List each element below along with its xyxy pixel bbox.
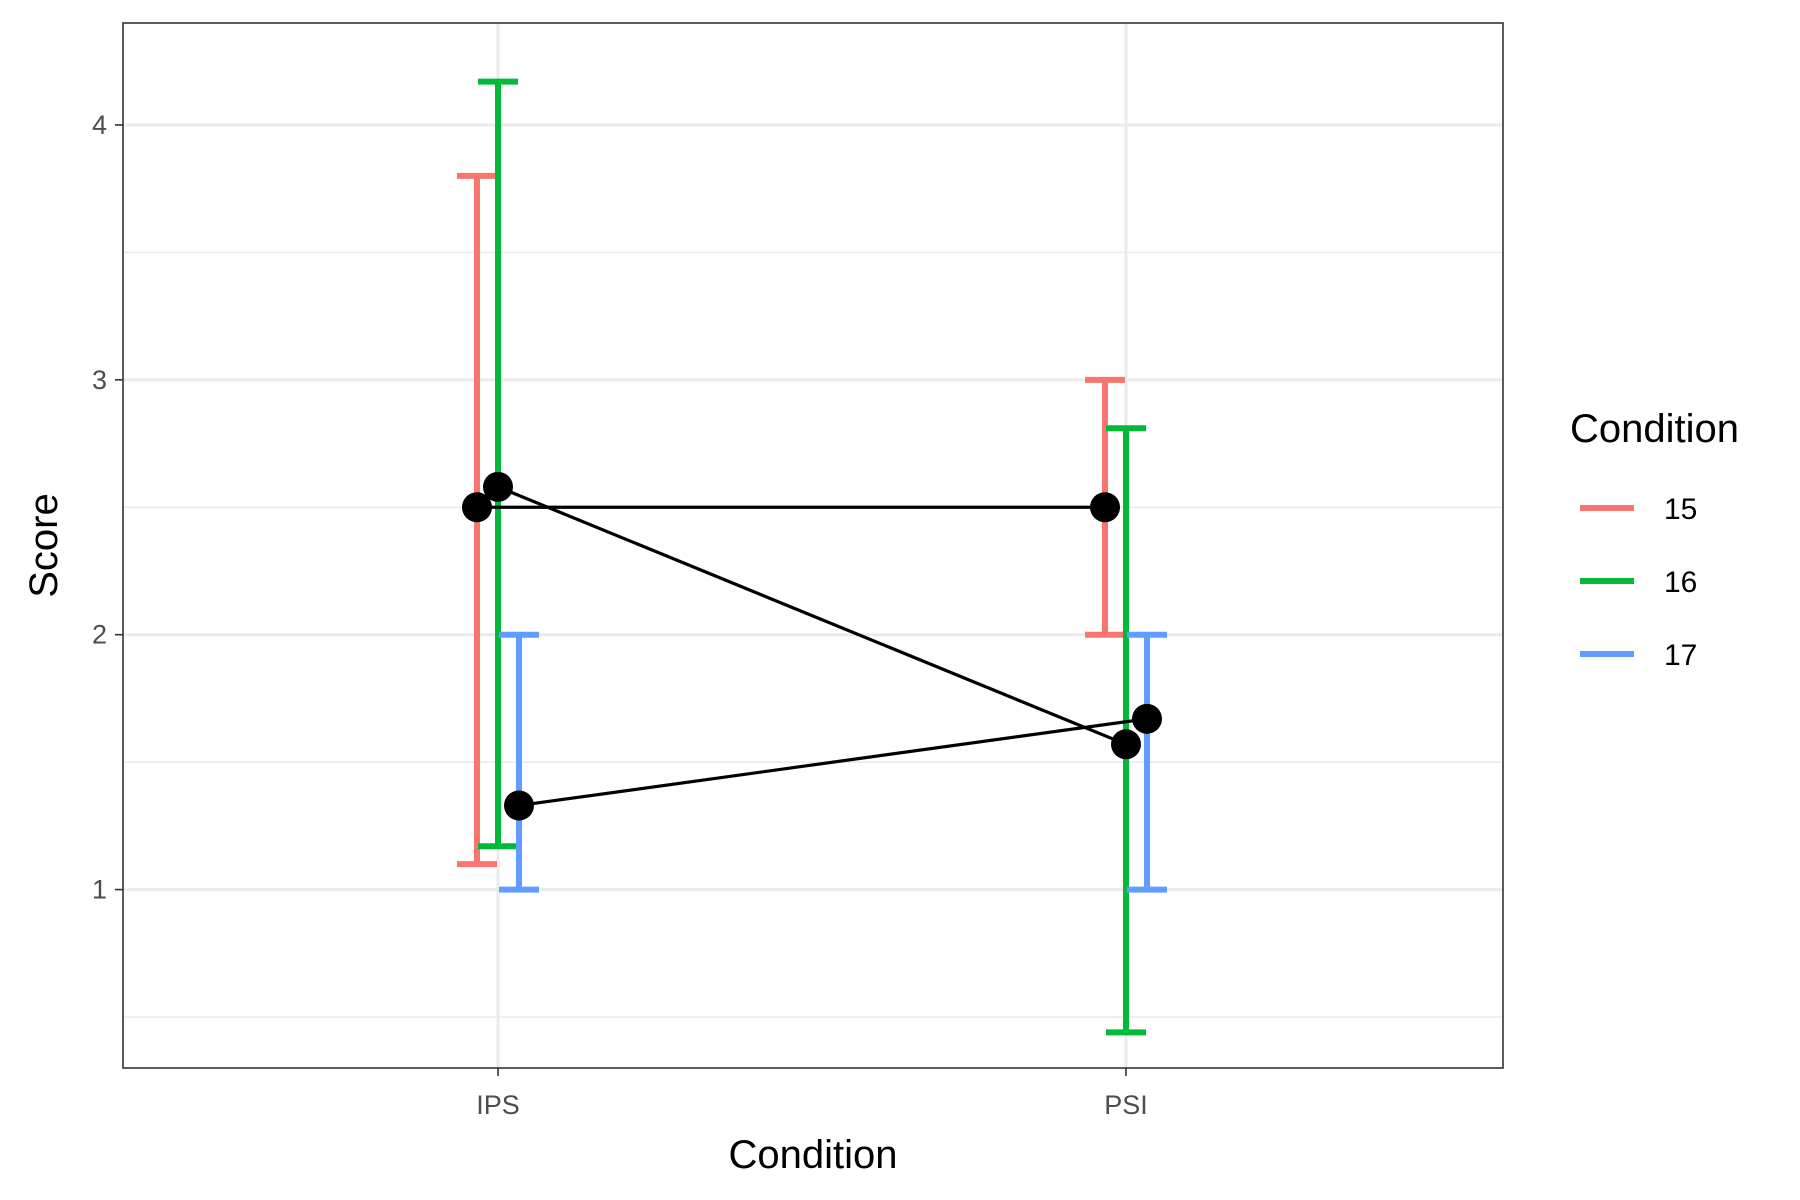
series-line-17 bbox=[518, 717, 1148, 808]
mean-point-16-IPS bbox=[483, 471, 513, 502]
error-bar-17-PSI bbox=[1127, 631, 1167, 893]
legend-label-16: 16 bbox=[1664, 566, 1697, 599]
panel-border bbox=[122, 22, 1504, 1069]
x-tick-label: PSI bbox=[1104, 1090, 1148, 1120]
legend: Condition 15 16 17 bbox=[1570, 407, 1739, 672]
y-tick-label: 3 bbox=[92, 365, 107, 395]
mean-point-17-IPS bbox=[504, 790, 534, 821]
x-axis-title: Condition bbox=[728, 1133, 897, 1177]
y-tick-label: 1 bbox=[92, 875, 107, 905]
mean-point-15-PSI bbox=[1090, 492, 1120, 523]
plot-data bbox=[457, 78, 1167, 1036]
series-line-16 bbox=[497, 485, 1127, 746]
y-axis-title: Score bbox=[22, 493, 66, 598]
x-tick-label: IPS bbox=[476, 1090, 520, 1120]
mean-point-17-PSI bbox=[1132, 703, 1162, 734]
y-tick-label: 2 bbox=[92, 620, 107, 650]
legend-label-15: 15 bbox=[1664, 493, 1697, 526]
mean-point-16-PSI bbox=[1111, 729, 1141, 760]
mean-point-15-IPS bbox=[462, 492, 492, 523]
error-bar-17-IPS bbox=[499, 631, 539, 893]
error-bar-16-IPS bbox=[478, 78, 518, 850]
axes: 1 2 3 4 IPS PSI bbox=[92, 110, 1148, 1120]
legend-title: Condition bbox=[1570, 407, 1739, 451]
legend-label-17: 17 bbox=[1664, 639, 1697, 672]
y-tick-label: 4 bbox=[92, 110, 107, 140]
